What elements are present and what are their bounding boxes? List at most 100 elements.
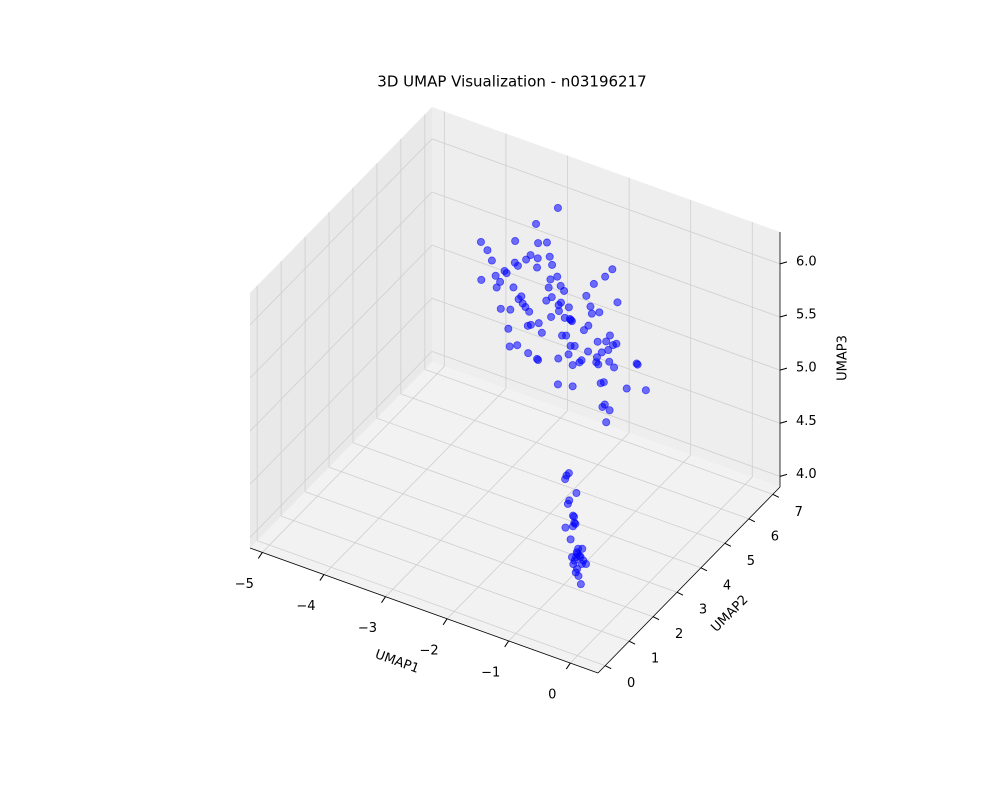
point bbox=[569, 511, 578, 520]
z-tick-label: 5.5 bbox=[796, 308, 817, 323]
point bbox=[613, 298, 622, 307]
tick-mark bbox=[442, 618, 448, 626]
point bbox=[553, 380, 562, 389]
point bbox=[599, 378, 608, 387]
point bbox=[566, 535, 575, 544]
y-tick-label: 3 bbox=[699, 603, 707, 618]
grid-line bbox=[249, 138, 433, 326]
point bbox=[633, 360, 642, 369]
point bbox=[589, 279, 598, 288]
tick-mark bbox=[779, 314, 788, 318]
point bbox=[505, 342, 514, 351]
point bbox=[548, 260, 557, 269]
x-tick-label: −4 bbox=[296, 599, 315, 614]
point bbox=[491, 271, 500, 280]
point bbox=[534, 319, 543, 328]
z-tick-label: 6.0 bbox=[796, 254, 817, 269]
y-tick-label: 4 bbox=[723, 578, 731, 593]
point bbox=[506, 305, 515, 314]
point bbox=[534, 239, 543, 248]
tick-mark bbox=[779, 473, 788, 477]
point bbox=[604, 346, 613, 355]
point bbox=[533, 254, 542, 263]
tick-mark bbox=[604, 665, 612, 670]
grid-line bbox=[508, 454, 691, 642]
point bbox=[483, 246, 492, 255]
z-tick-label: 4.0 bbox=[796, 467, 817, 482]
point bbox=[487, 256, 496, 265]
x-tick-label: −5 bbox=[235, 577, 254, 592]
grid-line bbox=[569, 476, 753, 664]
tick-mark bbox=[676, 591, 684, 596]
tick-mark bbox=[652, 616, 660, 621]
y-tick-label: 5 bbox=[747, 554, 755, 569]
point bbox=[602, 337, 611, 346]
grid-line bbox=[249, 191, 433, 379]
x-tick-label: −2 bbox=[420, 643, 439, 658]
tick-mark bbox=[319, 574, 325, 581]
point bbox=[574, 571, 583, 580]
point bbox=[509, 283, 518, 292]
point bbox=[500, 266, 509, 275]
point bbox=[584, 321, 593, 330]
z-tick-label: 4.5 bbox=[796, 414, 817, 429]
point bbox=[610, 363, 619, 372]
x-axis-label: UMAP1 bbox=[373, 647, 421, 677]
tick-mark bbox=[504, 640, 510, 648]
point bbox=[504, 324, 513, 333]
point bbox=[573, 564, 582, 573]
tick-mark bbox=[700, 567, 708, 572]
point bbox=[566, 341, 575, 350]
point bbox=[622, 384, 631, 393]
point bbox=[537, 328, 546, 337]
grid-line bbox=[249, 297, 433, 485]
y-tick-label: 1 bbox=[651, 652, 659, 667]
point bbox=[514, 295, 523, 304]
point bbox=[554, 354, 563, 363]
tick-mark bbox=[748, 518, 756, 523]
z-tick-label: 5.0 bbox=[796, 361, 817, 376]
point bbox=[477, 275, 486, 284]
y-tick-label: 7 bbox=[795, 505, 803, 520]
grid-line bbox=[280, 515, 630, 642]
point bbox=[547, 312, 556, 321]
grid-line bbox=[400, 393, 750, 520]
tick-mark bbox=[257, 552, 263, 559]
point bbox=[542, 238, 551, 247]
grid-line bbox=[249, 351, 433, 538]
point bbox=[608, 265, 617, 274]
point bbox=[561, 475, 570, 484]
grid-line bbox=[446, 432, 630, 620]
grid-line bbox=[257, 540, 606, 667]
point bbox=[565, 496, 574, 505]
tick-mark bbox=[779, 367, 788, 371]
point bbox=[556, 281, 565, 290]
grid-line bbox=[262, 366, 445, 553]
point bbox=[605, 331, 614, 340]
point bbox=[496, 304, 505, 313]
point bbox=[572, 489, 581, 498]
point bbox=[545, 252, 554, 261]
tick-mark bbox=[381, 596, 386, 603]
point bbox=[602, 418, 611, 427]
point bbox=[601, 272, 610, 281]
y-axis-label: UMAP2 bbox=[709, 593, 752, 636]
point bbox=[561, 523, 570, 532]
tick-mark bbox=[565, 662, 571, 670]
grid-line bbox=[323, 388, 507, 575]
y-tick-label: 2 bbox=[675, 627, 683, 642]
point bbox=[594, 360, 603, 369]
point bbox=[533, 263, 542, 272]
y-tick-label: 6 bbox=[771, 529, 779, 544]
point bbox=[534, 356, 543, 365]
point bbox=[510, 258, 519, 267]
point bbox=[553, 272, 562, 281]
tick-mark bbox=[779, 261, 788, 265]
point bbox=[565, 315, 574, 324]
point bbox=[525, 307, 534, 316]
grid-line bbox=[431, 244, 781, 371]
point bbox=[546, 275, 555, 284]
point bbox=[522, 255, 531, 264]
point bbox=[532, 219, 541, 228]
